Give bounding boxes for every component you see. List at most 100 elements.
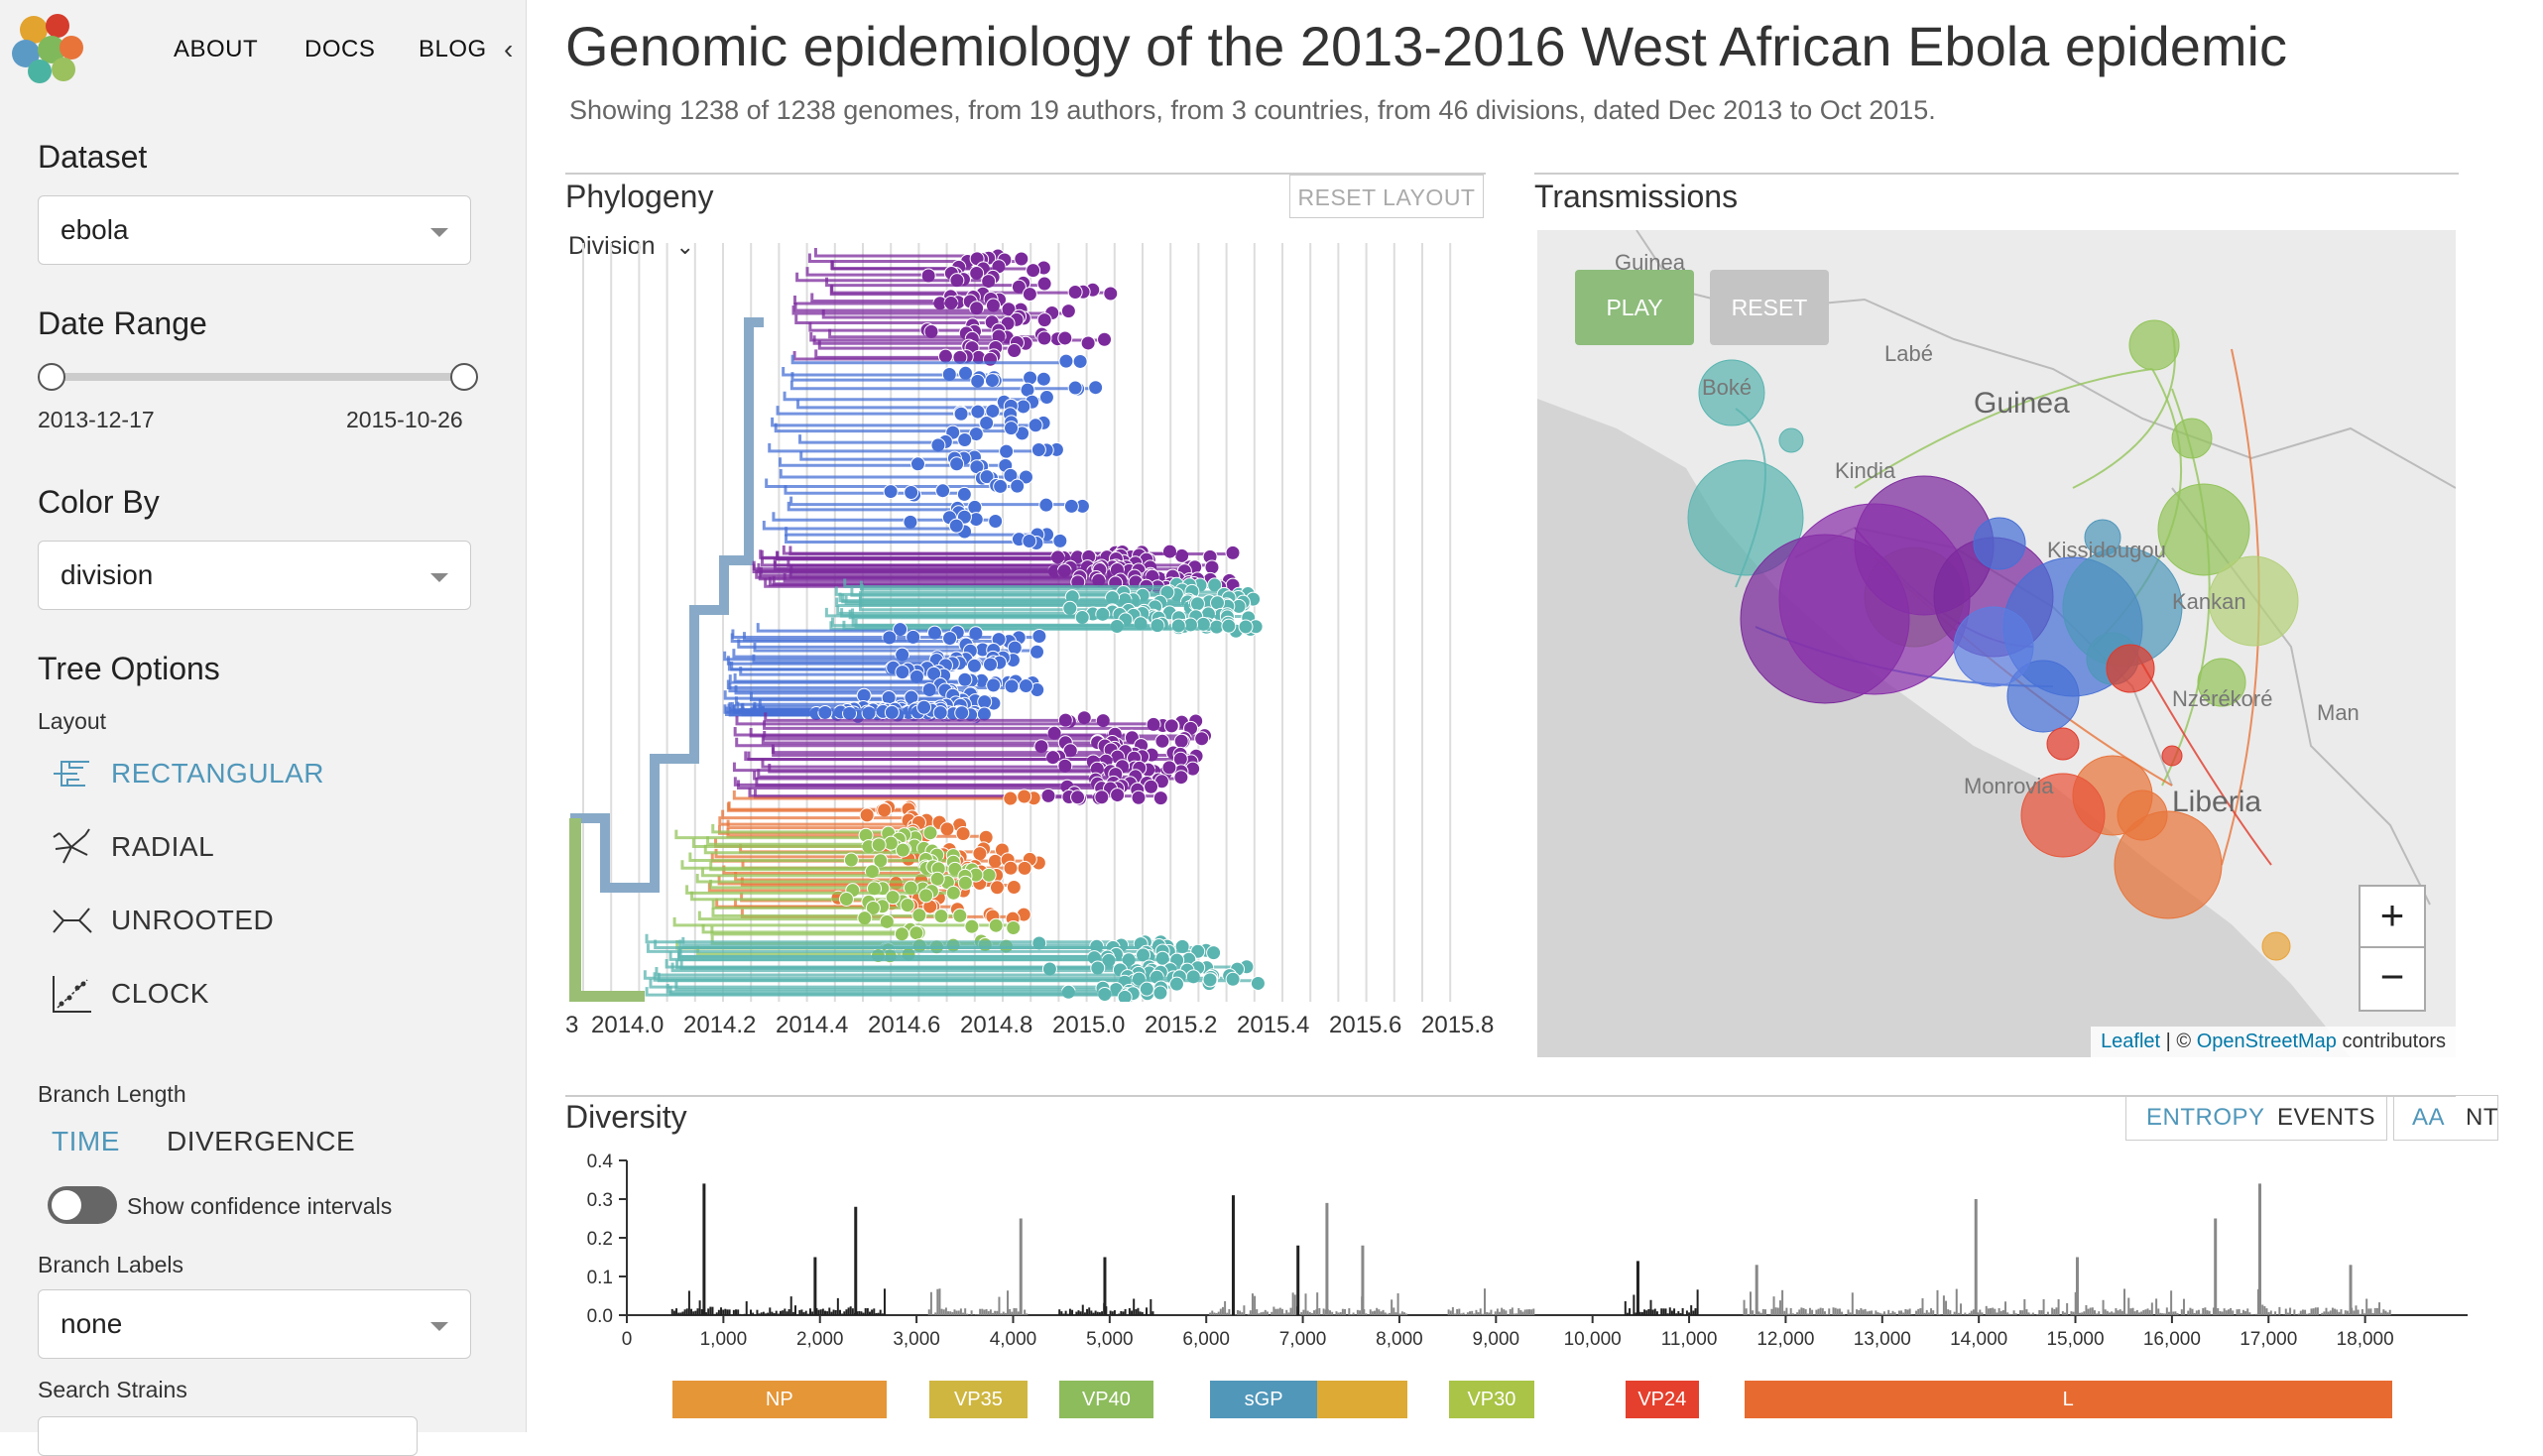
collapse-sidebar-icon[interactable]: ‹ bbox=[504, 34, 514, 64]
play-button[interactable]: PLAY bbox=[1575, 270, 1694, 345]
tree-tip bbox=[1007, 640, 1023, 656]
tree-tip bbox=[817, 704, 833, 720]
tree-tip bbox=[1016, 399, 1031, 415]
entropy-button[interactable]: ENTROPY bbox=[2146, 1104, 2265, 1131]
map-reset-button[interactable]: RESET bbox=[1710, 270, 1829, 345]
reset-layout-button[interactable]: RESET LAYOUT bbox=[1289, 175, 1484, 218]
nt-button[interactable]: NT bbox=[2466, 1104, 2498, 1131]
tree-tip bbox=[838, 892, 854, 908]
diversity-divider bbox=[565, 1095, 2456, 1097]
dataset-select[interactable]: ebola bbox=[38, 195, 471, 265]
tree-tip bbox=[988, 917, 1004, 933]
tree-tip bbox=[922, 825, 938, 841]
tree-branch bbox=[785, 534, 1060, 545]
tree-tip bbox=[957, 671, 973, 687]
aa-button[interactable]: AA bbox=[2412, 1104, 2446, 1131]
date-range-start-handle[interactable] bbox=[38, 363, 65, 391]
x-tick-label: 18,000 bbox=[2337, 1329, 2394, 1350]
gene-vp40[interactable]: VP40 bbox=[1059, 1381, 1153, 1418]
color-by-select[interactable]: division bbox=[38, 541, 471, 610]
tree-tip bbox=[1168, 976, 1184, 992]
date-range-slider[interactable] bbox=[52, 373, 464, 381]
branch-length-label: Branch Length bbox=[38, 1081, 186, 1107]
tree-axis-tick: 2014.2 bbox=[683, 1012, 757, 1038]
events-button[interactable]: EVENTS bbox=[2277, 1104, 2376, 1131]
gene-l[interactable]: L bbox=[1744, 1381, 2392, 1418]
tree-branch bbox=[674, 829, 915, 840]
tree-branch bbox=[768, 442, 1057, 453]
nav-docs[interactable]: DOCS bbox=[304, 36, 376, 62]
tree-tip bbox=[935, 483, 951, 499]
nav-blog[interactable]: BLOG bbox=[419, 36, 487, 62]
tree-branch bbox=[794, 314, 1009, 324]
map-label: Kindia bbox=[1835, 458, 1896, 483]
branch-length-divergence[interactable]: DIVERGENCE bbox=[167, 1126, 356, 1156]
map-location-circle bbox=[2208, 555, 2299, 647]
tree-branch bbox=[681, 936, 1142, 947]
tree-tip bbox=[958, 365, 974, 381]
tree-branch bbox=[721, 809, 927, 820]
phylogeny-divider bbox=[565, 173, 1486, 175]
gene-segment[interactable] bbox=[1317, 1381, 1407, 1418]
layout-radial[interactable]: RADIAL bbox=[38, 823, 335, 873]
page-title: Genomic epidemiology of the 2013-2016 We… bbox=[565, 15, 2287, 77]
tree-tip bbox=[1154, 733, 1170, 749]
tree-tip bbox=[1189, 596, 1205, 612]
gene-sgp[interactable]: sGP bbox=[1210, 1381, 1318, 1418]
tree-tip bbox=[948, 518, 964, 534]
leaflet-link[interactable]: Leaflet bbox=[2101, 1031, 2161, 1052]
tree-tip bbox=[1088, 380, 1104, 396]
map-label: Kankan bbox=[2172, 589, 2246, 614]
tree-branch bbox=[697, 910, 888, 921]
tree-axis-tick: 2014.6 bbox=[868, 1012, 941, 1038]
tree-branch bbox=[761, 759, 1135, 769]
zoom-in-button[interactable]: + bbox=[2359, 885, 2426, 950]
gene-vp30[interactable]: VP30 bbox=[1448, 1381, 1535, 1418]
transmissions-title: Transmissions bbox=[1534, 179, 1739, 214]
transmissions-map[interactable]: Guinea Labé Boké Kindia Guinea Kissidoug… bbox=[1537, 230, 2456, 1057]
tree-branch bbox=[649, 979, 1177, 989]
gene-vp35[interactable]: VP35 bbox=[928, 1381, 1029, 1418]
layout-label-rectangular: RECTANGULAR bbox=[111, 758, 325, 789]
date-range-end-handle[interactable] bbox=[450, 363, 478, 391]
tree-branch bbox=[791, 304, 1069, 315]
layout-clock[interactable]: CLOCK bbox=[38, 970, 335, 1020]
x-tick-label: 0 bbox=[622, 1329, 633, 1350]
tree-axis-tick: 2015.0 bbox=[1052, 1012, 1126, 1038]
tree-branch bbox=[732, 649, 966, 659]
nextstrain-logo[interactable] bbox=[8, 8, 87, 87]
tree-tip bbox=[1072, 353, 1088, 369]
map-location-circle bbox=[2020, 773, 2106, 858]
tree-branch bbox=[790, 354, 1081, 365]
layout-rectangular[interactable]: RECTANGULAR bbox=[38, 750, 335, 799]
tree-tip bbox=[1117, 989, 1133, 1002]
confidence-toggle[interactable] bbox=[48, 1186, 117, 1224]
tree-branch bbox=[701, 923, 919, 934]
layout-unrooted[interactable]: UNROOTED bbox=[38, 897, 335, 946]
tree-branch bbox=[814, 349, 994, 359]
tree-tip bbox=[884, 704, 900, 720]
tree-branch bbox=[829, 286, 983, 297]
tree-branch bbox=[685, 885, 954, 895]
gene-vp24[interactable]: VP24 bbox=[1625, 1381, 1699, 1418]
page-subtitle: Showing 1238 of 1238 genomes, from 19 au… bbox=[569, 95, 1936, 125]
x-tick-label: 2,000 bbox=[796, 1329, 844, 1350]
branch-labels-select[interactable]: none bbox=[38, 1289, 471, 1359]
tree-tip bbox=[929, 871, 945, 887]
tree-tip bbox=[1194, 731, 1210, 747]
layout-label-clock: CLOCK bbox=[111, 978, 209, 1009]
tree-options-title: Tree Options bbox=[38, 651, 220, 686]
map-label: Labé bbox=[1884, 341, 1933, 366]
entropy-chart[interactable]: 0.0 0.1 0.2 0.3 0.4 0 1,000 2,000 3,000 4,000 5,00… bbox=[555, 1141, 2499, 1367]
nav-about[interactable]: ABOUT bbox=[174, 36, 259, 62]
gene-np[interactable]: NP bbox=[671, 1381, 887, 1418]
tree-branch bbox=[789, 380, 1096, 391]
dataset-value: ebola bbox=[61, 214, 129, 245]
tree-branch bbox=[709, 861, 973, 872]
tree-tip bbox=[949, 456, 965, 472]
search-strains-input[interactable] bbox=[38, 1416, 418, 1456]
osm-link[interactable]: OpenStreetMap bbox=[2196, 1031, 2337, 1052]
branch-length-time[interactable]: TIME bbox=[52, 1126, 120, 1156]
phylogeny-tree[interactable] bbox=[565, 243, 1488, 1002]
zoom-out-button[interactable]: − bbox=[2359, 946, 2426, 1012]
